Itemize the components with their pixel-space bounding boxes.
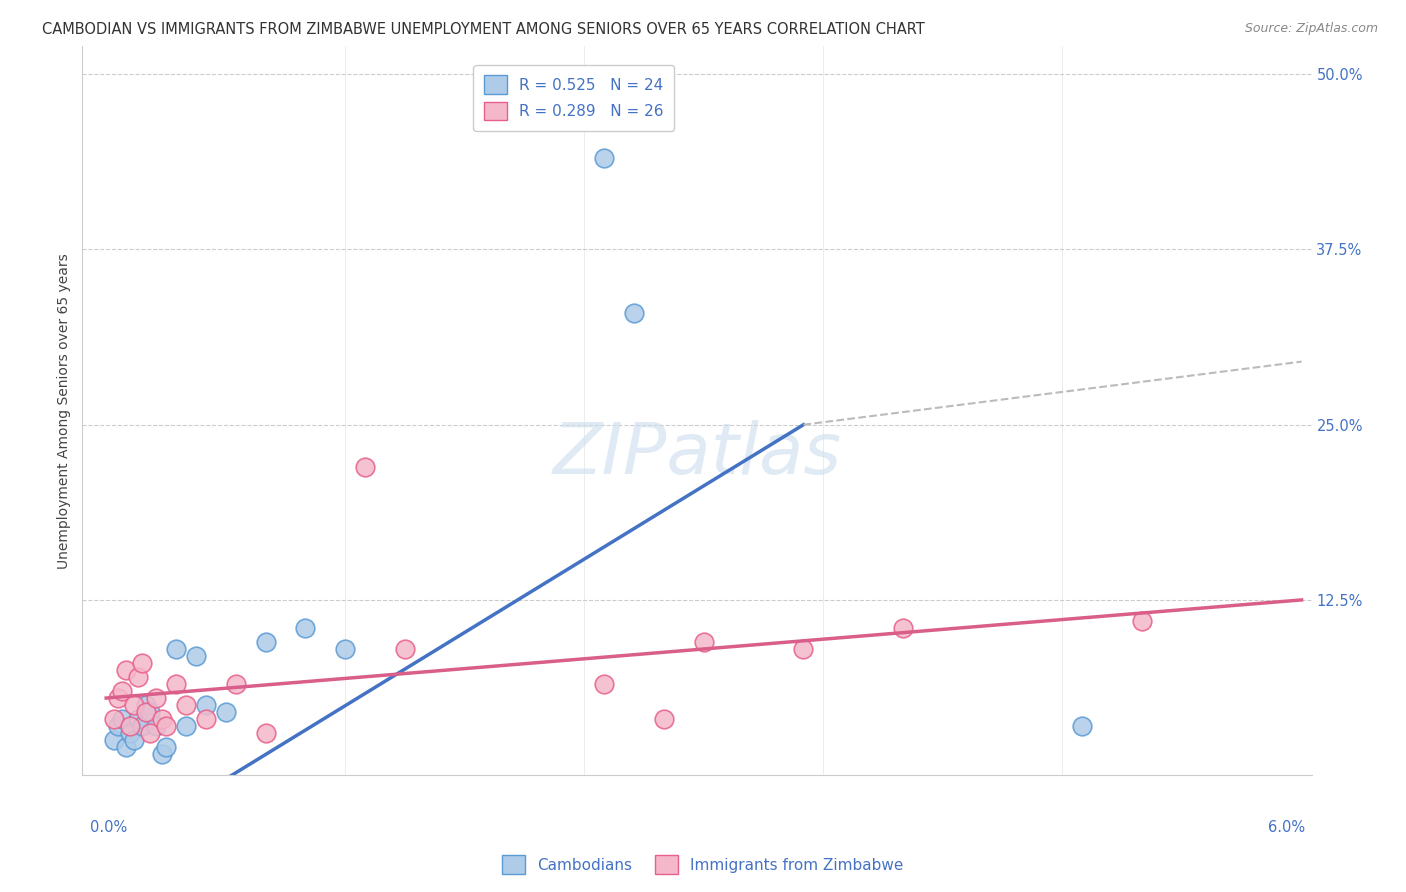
Point bbox=[135, 698, 157, 712]
Point bbox=[254, 726, 277, 740]
Point bbox=[150, 712, 173, 726]
Point bbox=[103, 733, 125, 747]
Point bbox=[394, 642, 416, 657]
Point bbox=[145, 691, 167, 706]
Point bbox=[792, 642, 814, 657]
Point bbox=[131, 719, 153, 733]
Y-axis label: Unemployment Among Seniors over 65 years: Unemployment Among Seniors over 65 years bbox=[58, 252, 72, 568]
Point bbox=[891, 621, 914, 635]
Point bbox=[111, 712, 134, 726]
Point bbox=[127, 670, 149, 684]
Point bbox=[294, 621, 316, 635]
Point bbox=[174, 698, 197, 712]
Point bbox=[103, 712, 125, 726]
Text: Source: ZipAtlas.com: Source: ZipAtlas.com bbox=[1244, 22, 1378, 36]
Point bbox=[107, 691, 129, 706]
Point bbox=[155, 719, 177, 733]
Point bbox=[194, 712, 217, 726]
Point bbox=[120, 726, 142, 740]
Point bbox=[1130, 614, 1153, 628]
Point bbox=[225, 677, 247, 691]
Point bbox=[155, 740, 177, 755]
Point bbox=[122, 733, 145, 747]
Point bbox=[135, 705, 157, 719]
Point bbox=[115, 740, 138, 755]
Point bbox=[139, 705, 162, 719]
Point bbox=[139, 726, 162, 740]
Text: ZIPatlas: ZIPatlas bbox=[553, 420, 841, 489]
Point bbox=[652, 712, 675, 726]
Point bbox=[254, 635, 277, 649]
Point bbox=[120, 719, 142, 733]
Point bbox=[165, 642, 187, 657]
Point bbox=[145, 719, 167, 733]
Point bbox=[194, 698, 217, 712]
Point bbox=[150, 747, 173, 761]
Point bbox=[354, 459, 377, 474]
Legend: Cambodians, Immigrants from Zimbabwe: Cambodians, Immigrants from Zimbabwe bbox=[496, 849, 910, 880]
Point bbox=[215, 705, 238, 719]
Point bbox=[127, 712, 149, 726]
Point bbox=[1071, 719, 1094, 733]
Point bbox=[184, 648, 207, 663]
Legend: R = 0.525   N = 24, R = 0.289   N = 26: R = 0.525 N = 24, R = 0.289 N = 26 bbox=[474, 65, 675, 131]
Point bbox=[122, 698, 145, 712]
Text: CAMBODIAN VS IMMIGRANTS FROM ZIMBABWE UNEMPLOYMENT AMONG SENIORS OVER 65 YEARS C: CAMBODIAN VS IMMIGRANTS FROM ZIMBABWE UN… bbox=[42, 22, 925, 37]
Point bbox=[111, 684, 134, 698]
Point bbox=[107, 719, 129, 733]
Point bbox=[165, 677, 187, 691]
Point bbox=[693, 635, 716, 649]
Point bbox=[593, 677, 616, 691]
Text: 6.0%: 6.0% bbox=[1268, 820, 1306, 835]
Point bbox=[335, 642, 357, 657]
Point bbox=[131, 656, 153, 670]
Text: 0.0%: 0.0% bbox=[90, 820, 128, 835]
Point bbox=[623, 305, 645, 319]
Point bbox=[593, 152, 616, 166]
Point bbox=[115, 663, 138, 677]
Point bbox=[174, 719, 197, 733]
